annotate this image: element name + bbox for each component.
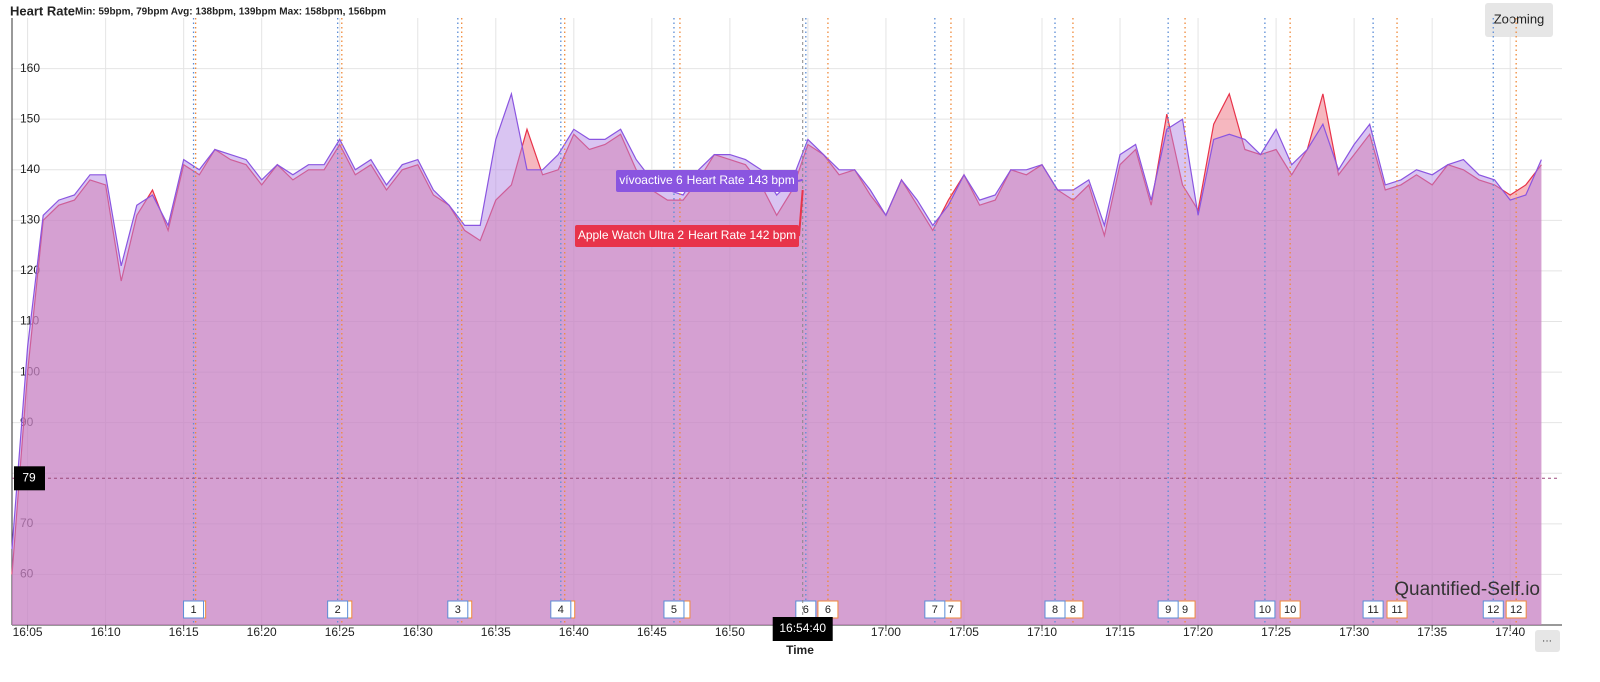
x-tick-label: 16:15 <box>169 625 199 639</box>
y-tick-label: 160 <box>20 61 40 75</box>
lap-marker <box>1505 600 1527 619</box>
lap-label: 8 <box>1070 604 1076 616</box>
lap-marker <box>1157 600 1179 619</box>
tooltip-value: Heart Rate 142 bpm <box>688 228 796 242</box>
cursor-y-label: 79 <box>22 470 36 484</box>
lap-marker <box>447 600 469 619</box>
tooltip <box>616 170 798 192</box>
lap-label: 4 <box>558 604 564 616</box>
lap-label: 9 <box>1182 604 1188 616</box>
x-tick-label: 17:30 <box>1339 625 1369 639</box>
y-tick-label: 140 <box>20 162 40 176</box>
lap-label: 8 <box>1052 604 1058 616</box>
lap-label: 6 <box>825 604 831 616</box>
lap-marker <box>327 600 349 619</box>
x-tick-label: 17:00 <box>871 625 901 639</box>
x-axis-label: Time <box>786 643 814 657</box>
x-tick-label: 17:15 <box>1105 625 1135 639</box>
lap-marker <box>1482 600 1504 619</box>
stats: Min: 59bpm, 79bpm Avg: 138bpm, 139bpm Ma… <box>75 7 386 18</box>
watermark: Quantified-Self.io <box>1394 579 1540 600</box>
x-tick-label: 16:05 <box>13 625 43 639</box>
x-tick-label: 16:20 <box>247 625 277 639</box>
zoom-button[interactable] <box>1485 3 1553 37</box>
tooltip-series-name: Apple Watch Ultra 2 <box>578 228 685 242</box>
cursor-x-label: 16:54:40 <box>779 621 826 635</box>
lap-label: 11 <box>1391 604 1402 616</box>
lap-marker <box>924 600 946 619</box>
x-tick-label: 17:25 <box>1261 625 1291 639</box>
area <box>12 93 1542 625</box>
line <box>11 91 1542 550</box>
x-tick-label: 16:35 <box>481 625 511 639</box>
lap-label: 10 <box>1284 604 1296 616</box>
x-tick-label: 17:35 <box>1417 625 1447 639</box>
tooltip-text: Apple Watch Ultra 2 Heart Rate 142 bpm <box>578 228 796 242</box>
x-tick-label: 17:05 <box>949 625 979 639</box>
lap-marker <box>1279 600 1301 619</box>
lap-label: 7 <box>948 604 954 616</box>
zoom-button-label[interactable]: Zooming <box>1494 11 1545 26</box>
lap-label: 12 <box>1510 604 1522 616</box>
tooltip <box>575 225 799 247</box>
lap-label: 1 <box>190 604 196 616</box>
x-tick-label: 16:40 <box>559 625 589 639</box>
x-tick-label: 16:10 <box>91 625 121 639</box>
cursor-y-box <box>14 466 45 491</box>
x-tick-label: 16:25 <box>325 625 355 639</box>
cursor-x-box <box>772 617 833 641</box>
lap-marker <box>550 600 572 619</box>
lap-label: 5 <box>671 604 677 616</box>
lap-marker <box>1044 600 1066 619</box>
lap-label: 7 <box>932 604 938 616</box>
y-tick-label: 150 <box>20 111 40 125</box>
lap-marker <box>1362 600 1384 619</box>
tooltip-series-name: vívoactive 6 <box>619 173 683 187</box>
lap-label: 11 <box>1367 604 1378 616</box>
tooltip-text: vívoactive 6 Heart Rate 143 bpm <box>619 173 794 187</box>
lap-label: 3 <box>455 604 461 616</box>
x-tick-label: 17:20 <box>1183 625 1213 639</box>
lap-label: 6 <box>803 604 809 616</box>
x-tick-label: 17:40 <box>1495 625 1525 639</box>
lap-marker <box>183 600 205 619</box>
menu-button-label[interactable]: ··· <box>1542 636 1552 647</box>
tooltip-pointer <box>797 178 803 182</box>
x-tick-label: 16:45 <box>637 625 667 639</box>
menu-button[interactable] <box>1535 630 1560 652</box>
x-tick-label: 16:50 <box>715 625 745 639</box>
tooltip-pointer <box>798 189 804 237</box>
lap-label: 10 <box>1259 604 1271 616</box>
lap-marker <box>1254 600 1276 619</box>
y-tick-label: 120 <box>20 263 40 277</box>
chart-title: Heart Rate <box>10 3 75 18</box>
lap-label: 9 <box>1165 604 1171 616</box>
x-tick-label: 17:10 <box>1027 625 1057 639</box>
y-tick-label: 130 <box>20 213 40 227</box>
x-tick-label: 16:30 <box>403 625 433 639</box>
tooltip-value: Heart Rate 143 bpm <box>687 173 795 187</box>
lap-marker <box>663 600 685 619</box>
lap-label: 2 <box>335 604 341 616</box>
lap-label: 12 <box>1487 604 1499 616</box>
lap-marker <box>1386 600 1408 619</box>
